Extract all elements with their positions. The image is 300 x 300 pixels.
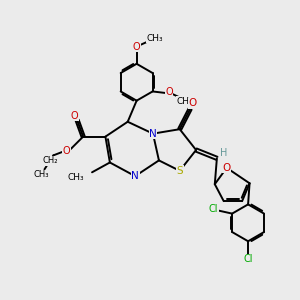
- Text: N: N: [131, 171, 139, 181]
- Text: S: S: [176, 166, 183, 176]
- Text: H: H: [220, 148, 227, 158]
- Text: Cl: Cl: [243, 254, 253, 264]
- Text: O: O: [63, 146, 70, 156]
- Text: O: O: [70, 111, 78, 121]
- Text: CH₃: CH₃: [68, 173, 85, 182]
- Text: CH₃: CH₃: [33, 170, 49, 179]
- Text: Cl: Cl: [208, 204, 218, 214]
- Text: O: O: [223, 163, 231, 173]
- Text: CH₃: CH₃: [146, 34, 163, 43]
- Text: O: O: [165, 87, 173, 97]
- Text: O: O: [133, 42, 140, 52]
- Text: CH₃: CH₃: [177, 97, 193, 106]
- Text: O: O: [188, 98, 196, 108]
- Text: CH₂: CH₂: [42, 156, 58, 165]
- Text: N: N: [149, 129, 157, 139]
